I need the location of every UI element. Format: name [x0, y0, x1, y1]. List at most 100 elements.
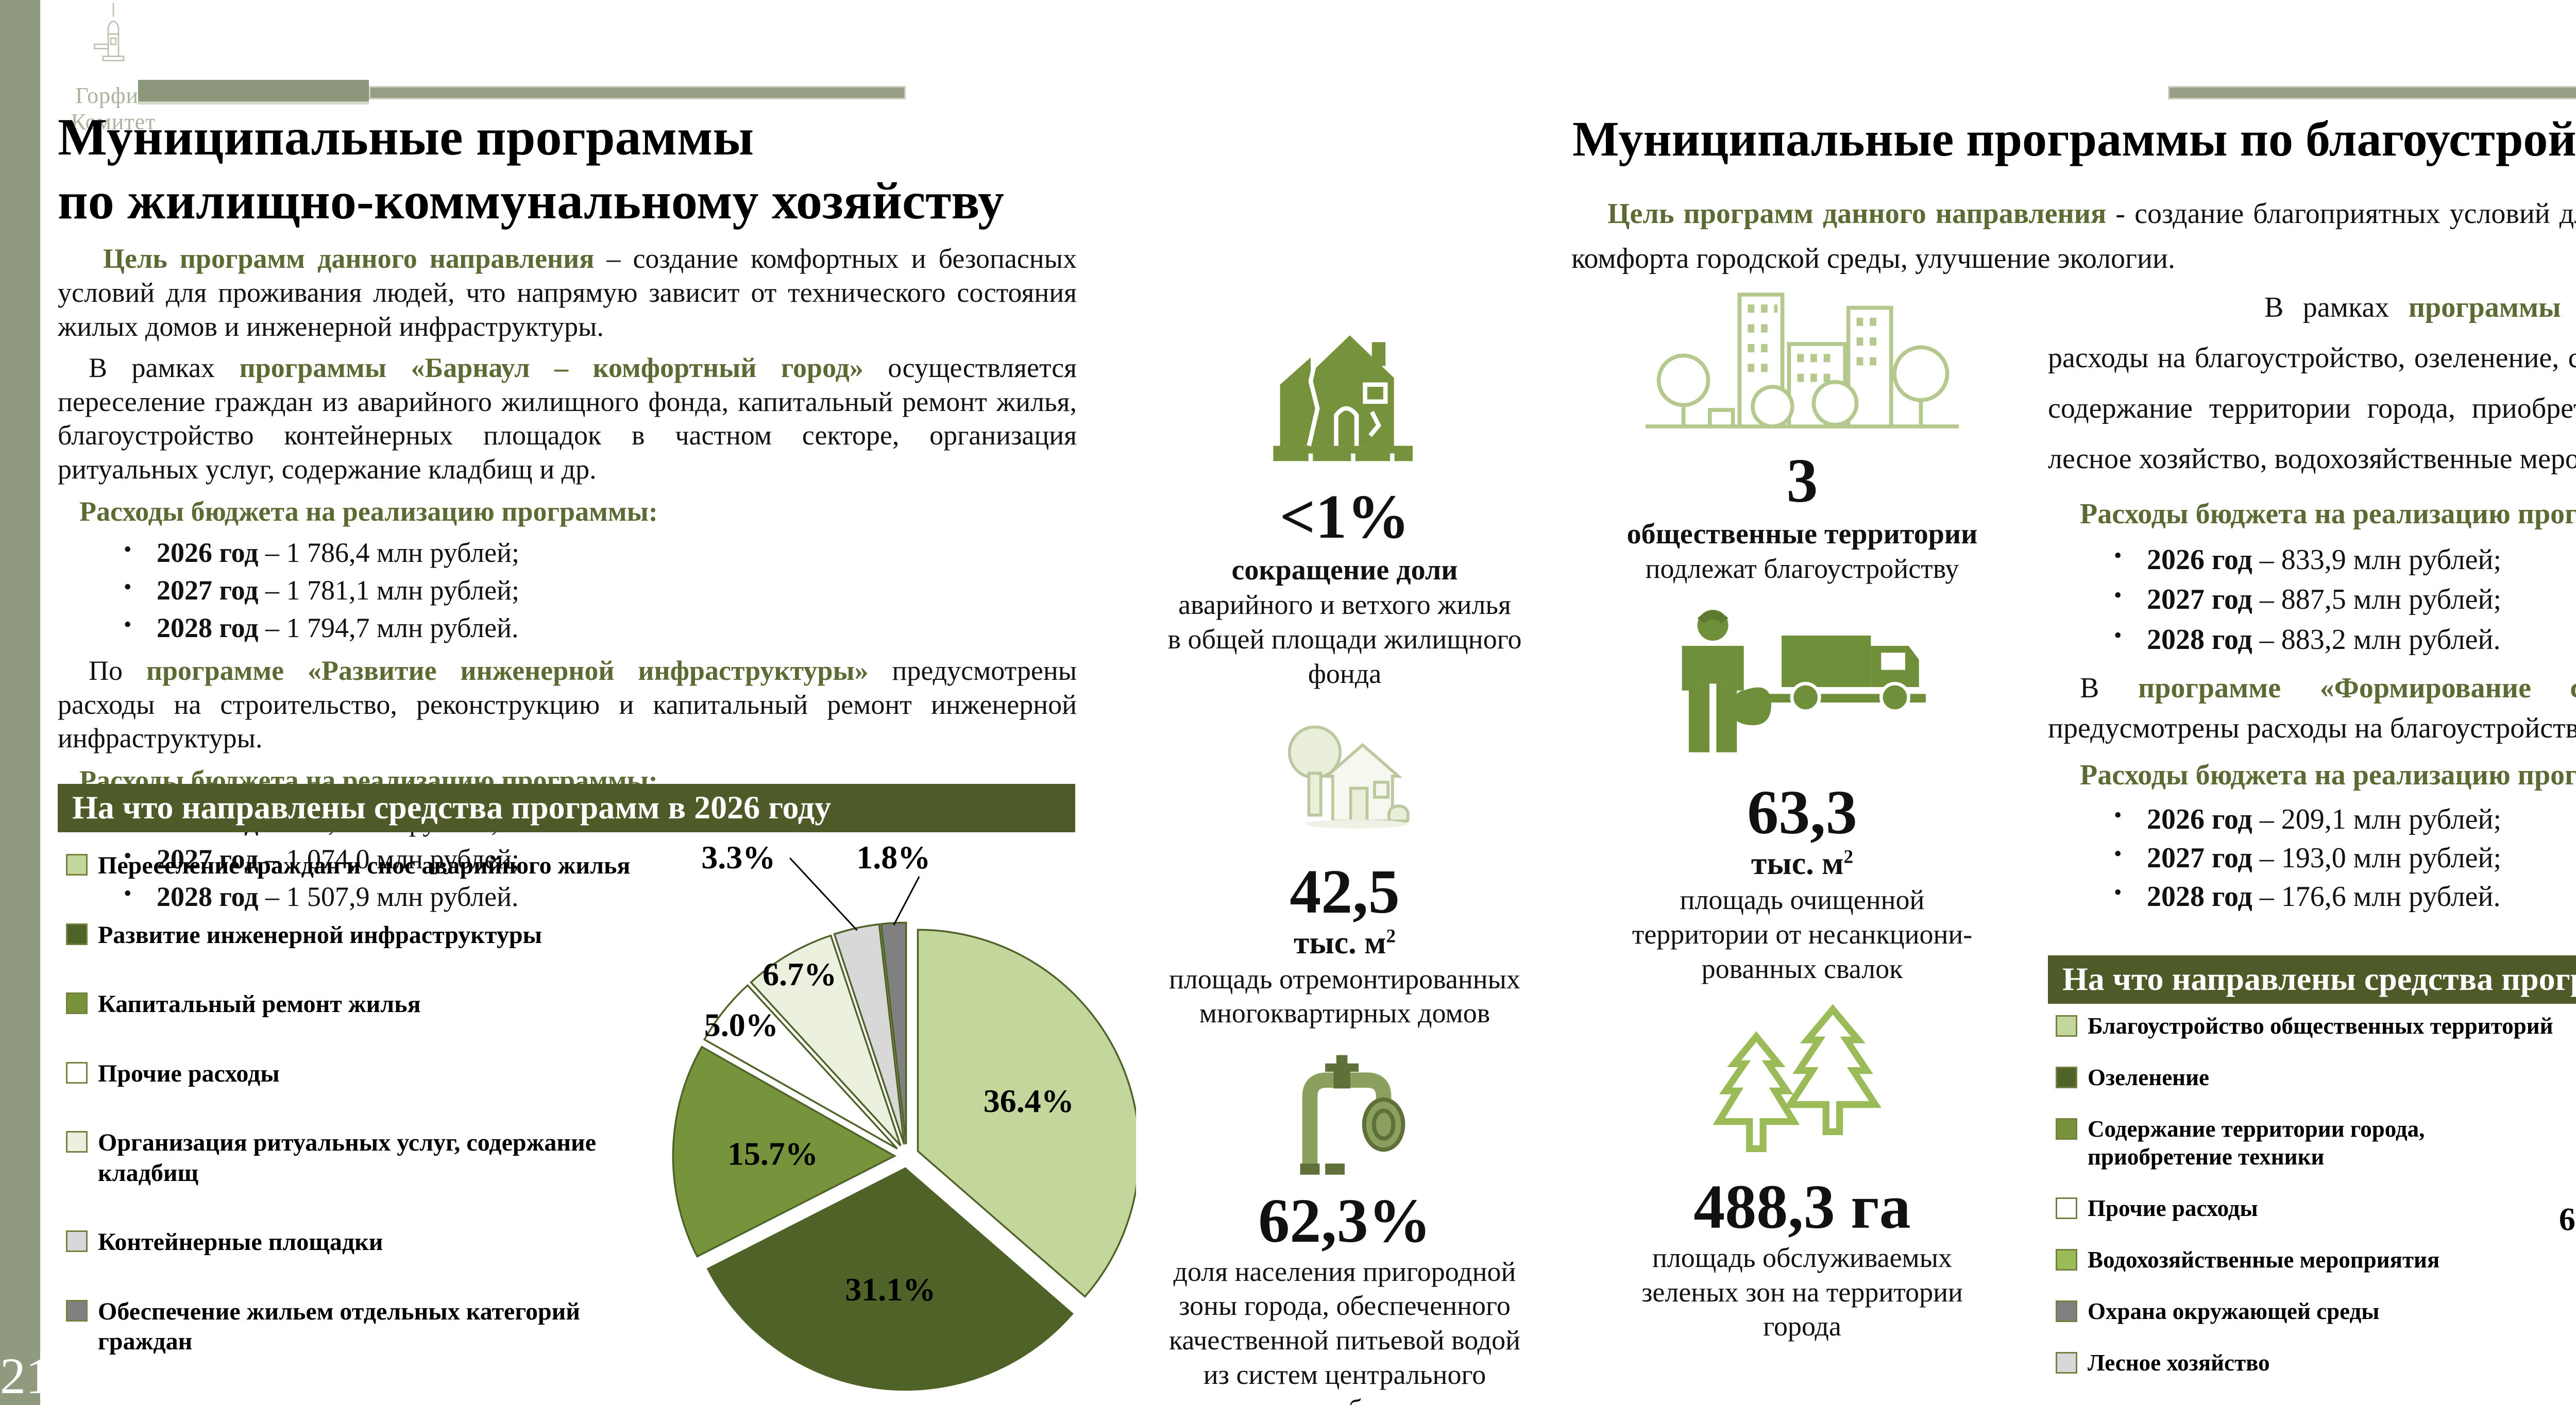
budget-amount: – 1 507,9 млн рублей. [258, 881, 519, 912]
budget-amount: – 176,6 млн рублей. [2252, 881, 2501, 913]
kpi-value: 3 [1786, 446, 1818, 516]
legend-item: Благоустройство общественных территорий [2056, 1012, 2573, 1040]
budget-year: 2027 год [157, 844, 259, 875]
pie-slice [703, 984, 898, 1150]
pie-slice-label: 3.3% [701, 839, 775, 876]
legend-item: Переселение граждан и снос аварийного жи… [66, 851, 642, 881]
legend-swatch [66, 1061, 88, 1084]
worker-truck-icon [1648, 599, 1957, 775]
legend-item-label: Организация ритуальных услуг, содержание… [98, 1129, 597, 1187]
budget-year: 2027 год [2147, 842, 2252, 875]
bullet-dot-icon: • [2114, 841, 2122, 867]
goal-rest-right: - создание благоприятных условий для нас… [1571, 198, 2576, 275]
pie-chart-left: 36.4% 31.1% 15.7% 5.0% 6.7% 3.3% 1.8% [672, 839, 1136, 1391]
budget-item: • 2026 год – 209,1 млн рублей; [2048, 800, 2576, 839]
legend-item-label: Развитие инженерной инфраструктуры [98, 921, 543, 949]
p2-pre: В рамках [89, 352, 240, 383]
goal-lead-left: Цель программ данного направления [103, 243, 595, 274]
bullet-dot-icon: • [2114, 543, 2122, 569]
kpi-value: 62,3% [1258, 1186, 1431, 1256]
legend-item: Капитальный ремонт жилья [66, 989, 642, 1020]
kpi-caption-bold: общественные территории [1626, 518, 1978, 551]
budget-heading-right-1: Расходы бюджета на реализацию программы: [2080, 498, 2576, 530]
kpi-caption: подлежат благоустройству [1645, 553, 1959, 585]
pie-slice-label: 5.0% [704, 1006, 778, 1043]
kpi-cleared-dumps: 63,3 тыс. м2 площадь очищенной территори… [1632, 599, 1972, 986]
budget-heading-right-2: Расходы бюджета на реализацию программы: [2080, 759, 2576, 791]
budget-amount: – 1 074,0 млн рублей; [258, 844, 519, 875]
kpi-value: 63,3 [1747, 778, 1857, 848]
kpi-green-zones: 488,3 га площадь обслуживаемых зеленых з… [1641, 999, 1963, 1344]
budget-year: 2028 год [2147, 623, 2252, 656]
p3-pre: По [89, 655, 146, 686]
budget-list-right-1: • 2026 год – 833,9 млн рублей; • 2027 год … [2048, 540, 2576, 660]
budget-item: • 2028 год – 883,2 млн рублей. [2048, 620, 2576, 660]
legend-item-label: Капитальный ремонт жилья [98, 990, 421, 1018]
legend-item: Обеспечение жильем отдельных категорий г… [66, 1297, 642, 1357]
budget-year: 2028 год [2147, 881, 2252, 913]
budget-heading-left-1: Расходы бюджета на реализацию программы: [79, 496, 658, 527]
decor-bar-thin-right [2168, 86, 2576, 99]
legend-item: Лесное хозяйство [2056, 1349, 2573, 1377]
pie-leader-line [789, 857, 858, 931]
pie-slice [833, 923, 905, 1145]
house-tree-icon [1267, 705, 1422, 854]
pine-trees-icon [1691, 999, 1913, 1169]
p2-rest: осуществляется переселение граждан из ав… [58, 352, 1077, 485]
legend-swatch [66, 923, 88, 945]
legend-item-label: Лесное хозяйство [2088, 1350, 2270, 1376]
legend-swatch [2056, 1067, 2077, 1088]
page-title-left-line2: по жилищно-коммунальному хозяйству [58, 172, 1004, 231]
kpi-public-territories: 3 общественные территории подлежат благо… [1626, 278, 1978, 586]
kpi-unit-sup: 2 [1386, 926, 1396, 947]
kpi-caption: площадь обслуживаемых зеленых зон на тер… [1641, 1242, 1963, 1342]
kpi-caption-bold: сокращение доли [1231, 554, 1458, 587]
p2-program-name: программы «Барнаул – комфортный город» [239, 352, 863, 383]
page-title-right: Муниципальные программы по благоустройст… [1572, 111, 2576, 166]
bullet-dot-icon: • [2114, 622, 2122, 648]
legend-swatch [66, 854, 88, 876]
budget-year: 2026 год [2147, 803, 2252, 836]
pie-slice-label: 15.7% [727, 1135, 818, 1172]
page-number-left: 21 [0, 1347, 52, 1404]
legend-item: Прочие расходы [66, 1059, 642, 1089]
budget-year: 2028 год [157, 612, 259, 643]
kpi-unit-text: тыс. м [1293, 926, 1386, 961]
legend-item-label: Переселение граждан и снос аварийного жи… [98, 852, 631, 879]
kpi-value: 488,3 га [1693, 1172, 1911, 1242]
city-skyline-icon [1632, 278, 1972, 443]
bullet-dot-icon: • [124, 574, 132, 599]
budget-item: • 2027 год – 1 074,0 млн рублей; [58, 841, 1077, 878]
budget-year: 2027 год [157, 574, 259, 606]
legend-item-label: Содержание территории города, приобретен… [2088, 1116, 2425, 1170]
budget-amount: – 1 794,7 млн рублей. [258, 612, 519, 643]
legend-item: Озеленение [2056, 1064, 2573, 1091]
legend-item: Контейнерные площадки [66, 1227, 642, 1258]
legend-item-label: Прочие расходы [2088, 1195, 2258, 1221]
budget-amount: – 209,1 млн рублей; [2252, 803, 2502, 836]
budget-amount: – 887,5 млн рублей; [2252, 584, 2502, 616]
page-title-left-line1: Муниципальные программы [58, 108, 754, 166]
pie-slice [750, 934, 902, 1146]
legend-item-label: Водохозяйственные мероприятия [2088, 1247, 2440, 1273]
budget-year: 2027 год [2147, 584, 2252, 616]
pipe-valve-icon [1275, 1044, 1414, 1183]
bullet-dot-icon: • [124, 611, 132, 637]
budget-year: 2026 год [2147, 544, 2252, 576]
legend-item-label: Охрана окружающей среды [2088, 1298, 2380, 1324]
page-title-left: Муниципальные программы по жилищно-комму… [58, 106, 1104, 234]
budget-amount: – 833,9 млн рублей; [2252, 544, 2502, 576]
right-text-column: В рамках программы «Благоустройство» пре… [2048, 282, 2576, 916]
bullet-dot-icon: • [124, 537, 132, 562]
goal-rest-left: – создание комфортных и безопасных услов… [58, 243, 1077, 342]
cracked-house-icon [1260, 304, 1430, 479]
legend-swatch [2056, 1249, 2077, 1271]
budget-amount: – 883,2 млн рублей. [2252, 623, 2501, 656]
goal-paragraph-left: Цель программ данного направления – созд… [58, 242, 1077, 344]
legend-item-label: Контейнерные площадки [98, 1228, 383, 1256]
budget-item: • 2027 год – 887,5 млн рублей; [2048, 580, 2576, 620]
pie-slice [880, 921, 907, 1144]
legend-swatch [2056, 1197, 2077, 1219]
legend-item: Прочие расходы [2056, 1194, 2573, 1222]
